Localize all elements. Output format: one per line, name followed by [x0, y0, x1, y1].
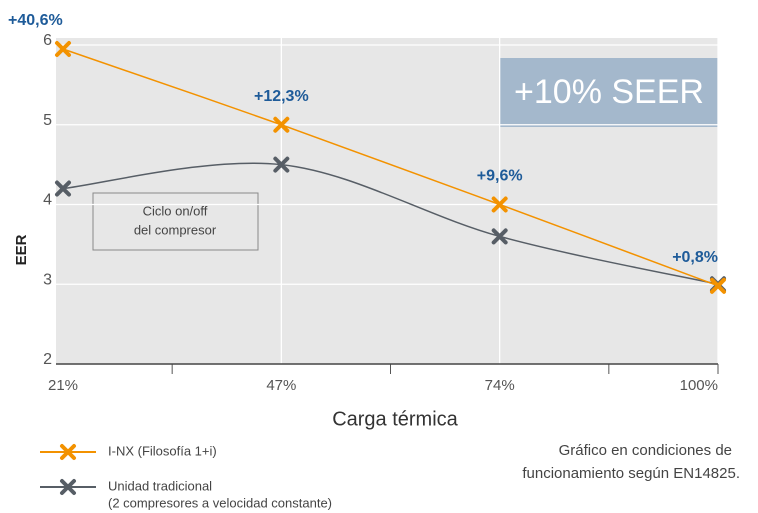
- point-annotation: +0,8%: [672, 249, 718, 266]
- marker-cross: [55, 180, 71, 197]
- y-tick-label: 4: [43, 192, 52, 209]
- x-tick-label: 21%: [48, 377, 78, 394]
- point-annotation: +40,6%: [8, 12, 63, 29]
- footnote: Gráfico en condiciones de: [559, 442, 732, 459]
- y-tick-label: 6: [43, 32, 52, 49]
- highlight-box: [500, 58, 718, 127]
- footnote: funcionamiento según EN14825.: [522, 465, 740, 482]
- x-tick-label: 100%: [680, 377, 718, 394]
- y-axis-label: EER: [13, 234, 30, 265]
- legend-label: I-NX (Filosofía 1+i): [108, 443, 217, 458]
- x-axis-label: Carga térmica: [332, 408, 458, 430]
- marker: [55, 40, 71, 57]
- marker: [273, 156, 290, 173]
- marker-cross: [273, 156, 290, 173]
- y-tick-label: 3: [43, 271, 52, 288]
- marker-cross: [273, 116, 290, 133]
- legend-note: (2 compresores a velocidad constante): [108, 495, 332, 510]
- x-tick-label: 47%: [266, 377, 296, 394]
- point-annotation: +12,3%: [254, 88, 309, 105]
- marker-cross: [55, 40, 71, 57]
- marker: [60, 444, 76, 460]
- highlight-text: +10% SEER: [514, 73, 704, 111]
- marker-cross: [60, 479, 76, 495]
- marker-cross: [491, 228, 508, 245]
- marker-cross: [491, 196, 508, 213]
- marker-cross: [710, 277, 726, 294]
- marker: [60, 479, 76, 495]
- series-line: [62, 48, 719, 287]
- marker: [55, 180, 71, 197]
- x-tick-label: 74%: [485, 377, 515, 394]
- marker: [710, 277, 726, 294]
- note-text: del compresor: [134, 222, 217, 237]
- series-line: [62, 162, 719, 285]
- point-annotation: +9,6%: [477, 168, 523, 185]
- marker-cross: [60, 444, 76, 460]
- note-box: [92, 192, 259, 251]
- y-tick-label: 5: [43, 112, 52, 129]
- marker: [491, 196, 508, 213]
- y-tick-label: 2: [43, 351, 52, 368]
- marker: [491, 228, 508, 245]
- legend-label: Unidad tradicional: [108, 478, 212, 493]
- note-text: Ciclo on/off: [143, 203, 208, 218]
- marker: [273, 116, 290, 133]
